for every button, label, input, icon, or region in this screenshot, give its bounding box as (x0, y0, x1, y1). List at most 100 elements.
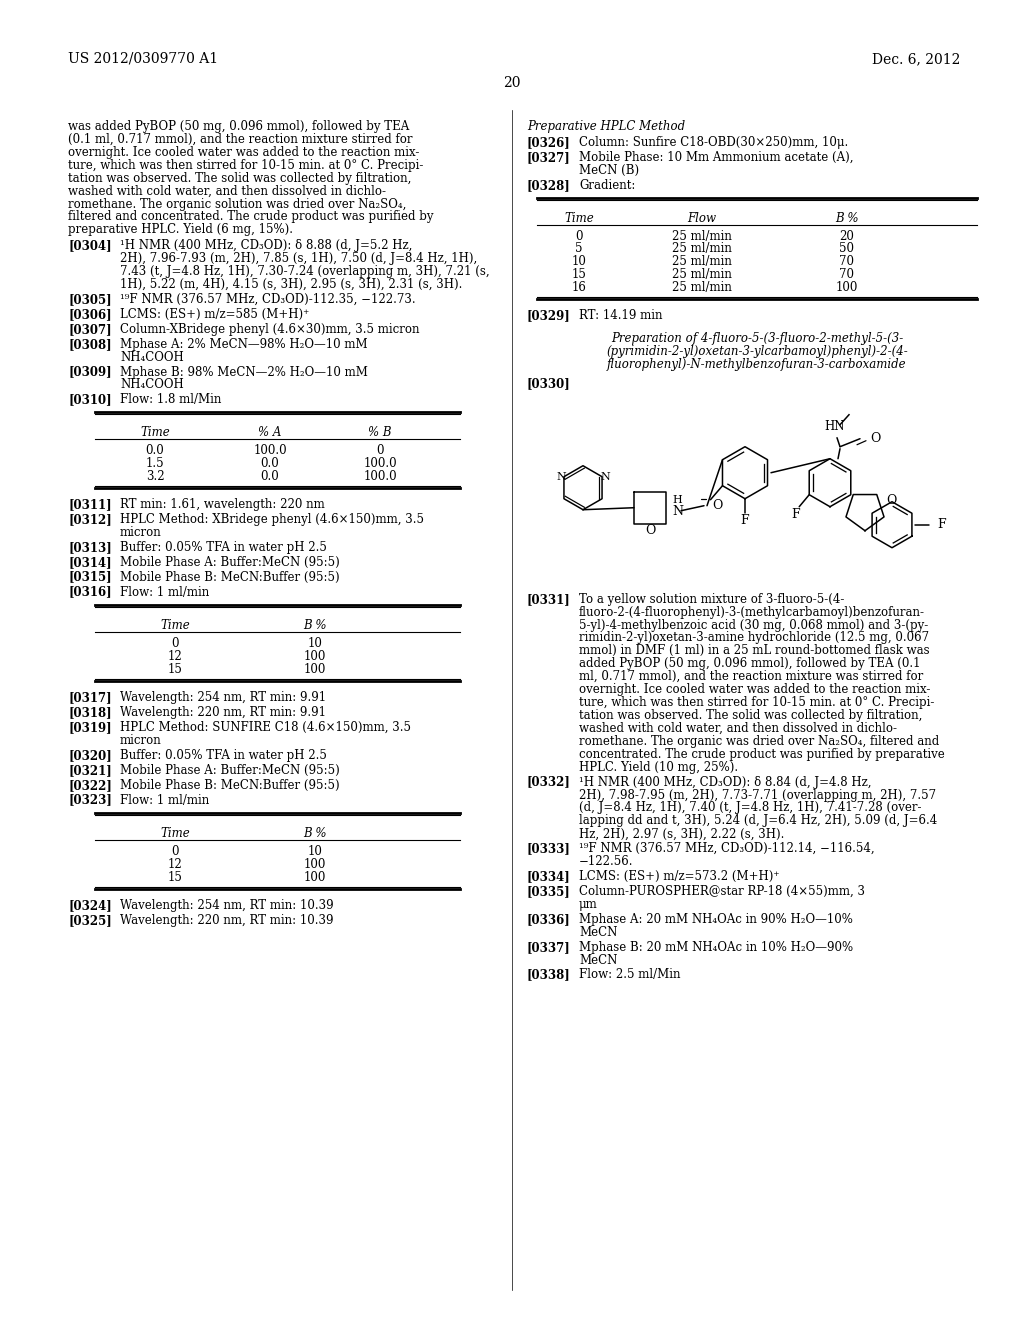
Text: Mphase A: 2% MeCN—98% H₂O—10 mM: Mphase A: 2% MeCN—98% H₂O—10 mM (120, 338, 368, 351)
Text: MeCN (B): MeCN (B) (579, 164, 639, 177)
Text: 10: 10 (571, 255, 587, 268)
Text: tation was observed. The solid was collected by filtration,: tation was observed. The solid was colle… (579, 709, 923, 722)
Text: LCMS: (ES+) m/z=585 (M+H)⁺: LCMS: (ES+) m/z=585 (M+H)⁺ (120, 308, 309, 321)
Text: Wavelength: 254 nm, RT min: 9.91: Wavelength: 254 nm, RT min: 9.91 (120, 692, 326, 704)
Text: 20: 20 (840, 230, 854, 243)
Text: 15: 15 (571, 268, 587, 281)
Text: [0312]: [0312] (68, 513, 112, 525)
Text: Preparation of 4-fluoro-5-(3-fluoro-2-methyl-5-(3-: Preparation of 4-fluoro-5-(3-fluoro-2-me… (611, 333, 903, 345)
Text: [0324]: [0324] (68, 899, 112, 912)
Text: 100.0: 100.0 (364, 470, 397, 483)
Text: Wavelength: 220 nm, RT min: 9.91: Wavelength: 220 nm, RT min: 9.91 (120, 706, 326, 719)
Text: [0326]: [0326] (527, 136, 570, 149)
Text: Time: Time (564, 211, 594, 224)
Text: 12: 12 (168, 858, 182, 871)
Text: Column: Sunfire C18-OBD(30×250)mm, 10μ.: Column: Sunfire C18-OBD(30×250)mm, 10μ. (579, 136, 848, 149)
Text: 12: 12 (168, 651, 182, 663)
Text: Mobile Phase B: MeCN:Buffer (95:5): Mobile Phase B: MeCN:Buffer (95:5) (120, 779, 340, 792)
Text: [0317]: [0317] (68, 692, 112, 704)
Text: 7.43 (t, J=4.8 Hz, 1H), 7.30-7.24 (overlapping m, 3H), 7.21 (s,: 7.43 (t, J=4.8 Hz, 1H), 7.30-7.24 (overl… (120, 265, 489, 279)
Text: [0320]: [0320] (68, 748, 112, 762)
Text: [0305]: [0305] (68, 293, 112, 306)
Text: (0.1 ml, 0.717 mmol), and the reaction mixture stirred for: (0.1 ml, 0.717 mmol), and the reaction m… (68, 133, 413, 147)
Text: ¹H NMR (400 MHz, CD₃OD): δ 8.88 (d, J=5.2 Hz,: ¹H NMR (400 MHz, CD₃OD): δ 8.88 (d, J=5.… (120, 239, 413, 252)
Text: [0335]: [0335] (527, 884, 570, 898)
Text: Dec. 6, 2012: Dec. 6, 2012 (871, 51, 961, 66)
Text: 0.0: 0.0 (145, 445, 165, 457)
Text: (d, J=8.4 Hz, 1H), 7.40 (t, J=4.8 Hz, 1H), 7.41-7.28 (over-: (d, J=8.4 Hz, 1H), 7.40 (t, J=4.8 Hz, 1H… (579, 801, 922, 814)
Text: tation was observed. The solid was collected by filtration,: tation was observed. The solid was colle… (68, 172, 412, 185)
Text: Mphase A: 20 mM NH₄OAc in 90% H₂O—10%: Mphase A: 20 mM NH₄OAc in 90% H₂O—10% (579, 913, 853, 925)
Text: ml, 0.717 mmol), and the reaction mixture was stirred for: ml, 0.717 mmol), and the reaction mixtur… (579, 671, 924, 684)
Text: Gradient:: Gradient: (579, 178, 635, 191)
Text: was added PyBOP (50 mg, 0.096 mmol), followed by TEA: was added PyBOP (50 mg, 0.096 mmol), fol… (68, 120, 410, 133)
Text: Column-XBridege phenyl (4.6×30)mm, 3.5 micron: Column-XBridege phenyl (4.6×30)mm, 3.5 m… (120, 323, 420, 335)
Text: % B: % B (369, 426, 392, 440)
Text: 70: 70 (840, 255, 854, 268)
Text: micron: micron (120, 734, 162, 747)
Text: ¹⁹F NMR (376.57 MHz, CD₃OD)-112.35, −122.73.: ¹⁹F NMR (376.57 MHz, CD₃OD)-112.35, −122… (120, 293, 416, 306)
Text: Wavelength: 254 nm, RT min: 10.39: Wavelength: 254 nm, RT min: 10.39 (120, 899, 334, 912)
Text: Time: Time (160, 828, 189, 841)
Text: ¹⁹F NMR (376.57 MHz, CD₃OD)-112.14, −116.54,: ¹⁹F NMR (376.57 MHz, CD₃OD)-112.14, −116… (579, 842, 874, 855)
Text: 0.0: 0.0 (261, 457, 280, 470)
Text: 5: 5 (575, 243, 583, 256)
Text: 2H), 7.98-7.95 (m, 2H), 7.73-7.71 (overlapping m, 2H), 7.57: 2H), 7.98-7.95 (m, 2H), 7.73-7.71 (overl… (579, 788, 936, 801)
Text: [0318]: [0318] (68, 706, 112, 719)
Text: [0308]: [0308] (68, 338, 112, 351)
Text: % A: % A (258, 426, 282, 440)
Text: 70: 70 (840, 268, 854, 281)
Text: μm: μm (579, 898, 598, 911)
Text: (pyrimidin-2-yl)oxetan-3-ylcarbamoyl)phenyl)-2-(4-: (pyrimidin-2-yl)oxetan-3-ylcarbamoyl)phe… (606, 345, 908, 358)
Text: Mobile Phase A: Buffer:MeCN (95:5): Mobile Phase A: Buffer:MeCN (95:5) (120, 764, 340, 776)
Text: [0329]: [0329] (527, 309, 570, 322)
Text: O: O (870, 432, 881, 445)
Text: [0331]: [0331] (527, 593, 570, 606)
Text: Flow: Flow (687, 211, 717, 224)
Text: [0330]: [0330] (527, 376, 570, 389)
Text: RT min: 1.61, wavelength: 220 nm: RT min: 1.61, wavelength: 220 nm (120, 498, 325, 511)
Text: [0307]: [0307] (68, 323, 112, 335)
Text: Mphase B: 98% MeCN—2% H₂O—10 mM: Mphase B: 98% MeCN—2% H₂O—10 mM (120, 366, 368, 379)
Text: [0328]: [0328] (527, 178, 570, 191)
Text: Time: Time (160, 619, 189, 632)
Text: NH₄COOH: NH₄COOH (120, 379, 183, 392)
Text: 0.0: 0.0 (261, 470, 280, 483)
Text: overnight. Ice cooled water was added to the reaction mix-: overnight. Ice cooled water was added to… (579, 684, 931, 696)
Text: 10: 10 (307, 845, 323, 858)
Text: added PyBOP (50 mg, 0.096 mmol), followed by TEA (0.1: added PyBOP (50 mg, 0.096 mmol), followe… (579, 657, 921, 671)
Text: micron: micron (120, 525, 162, 539)
Text: Buffer: 0.05% TFA in water pH 2.5: Buffer: 0.05% TFA in water pH 2.5 (120, 748, 327, 762)
Text: [0310]: [0310] (68, 393, 112, 407)
Text: washed with cold water, and then dissolved in dichlo-: washed with cold water, and then dissolv… (579, 722, 897, 735)
Text: 15: 15 (168, 871, 182, 884)
Text: 3.2: 3.2 (145, 470, 164, 483)
Text: HPLC. Yield (10 mg, 25%).: HPLC. Yield (10 mg, 25%). (579, 760, 738, 774)
Text: [0333]: [0333] (527, 842, 570, 855)
Text: To a yellow solution mixture of 3-fluoro-5-(4-: To a yellow solution mixture of 3-fluoro… (579, 593, 845, 606)
Text: 0: 0 (171, 638, 179, 651)
Text: 100.0: 100.0 (364, 457, 397, 470)
Text: [0337]: [0337] (527, 941, 570, 953)
Text: MeCN: MeCN (579, 925, 617, 939)
Text: 100: 100 (836, 281, 858, 294)
Text: HPLC Method: XBridege phenyl (4.6×150)mm, 3.5: HPLC Method: XBridege phenyl (4.6×150)mm… (120, 513, 424, 525)
Text: B %: B % (836, 211, 859, 224)
Text: F: F (791, 508, 800, 521)
Text: US 2012/0309770 A1: US 2012/0309770 A1 (68, 51, 218, 66)
Text: Preparative HPLC Method: Preparative HPLC Method (527, 120, 685, 133)
Text: romethane. The organic solution was dried over Na₂SO₄,: romethane. The organic solution was drie… (68, 198, 407, 210)
Text: 100.0: 100.0 (253, 445, 287, 457)
Text: Mobile Phase A: Buffer:MeCN (95:5): Mobile Phase A: Buffer:MeCN (95:5) (120, 556, 340, 569)
Text: NH₄COOH: NH₄COOH (120, 351, 183, 363)
Text: N: N (672, 506, 683, 519)
Text: Time: Time (140, 426, 170, 440)
Text: [0338]: [0338] (527, 969, 570, 982)
Text: [0323]: [0323] (68, 793, 112, 807)
Text: 10: 10 (307, 638, 323, 651)
Text: O: O (887, 494, 897, 507)
Text: 1H), 5.22 (m, 4H), 4.15 (s, 3H), 2.95 (s, 3H), 2.31 (s, 3H).: 1H), 5.22 (m, 4H), 4.15 (s, 3H), 2.95 (s… (120, 279, 463, 290)
Text: F: F (740, 515, 750, 527)
Text: [0334]: [0334] (527, 870, 570, 883)
Text: F: F (937, 519, 945, 531)
